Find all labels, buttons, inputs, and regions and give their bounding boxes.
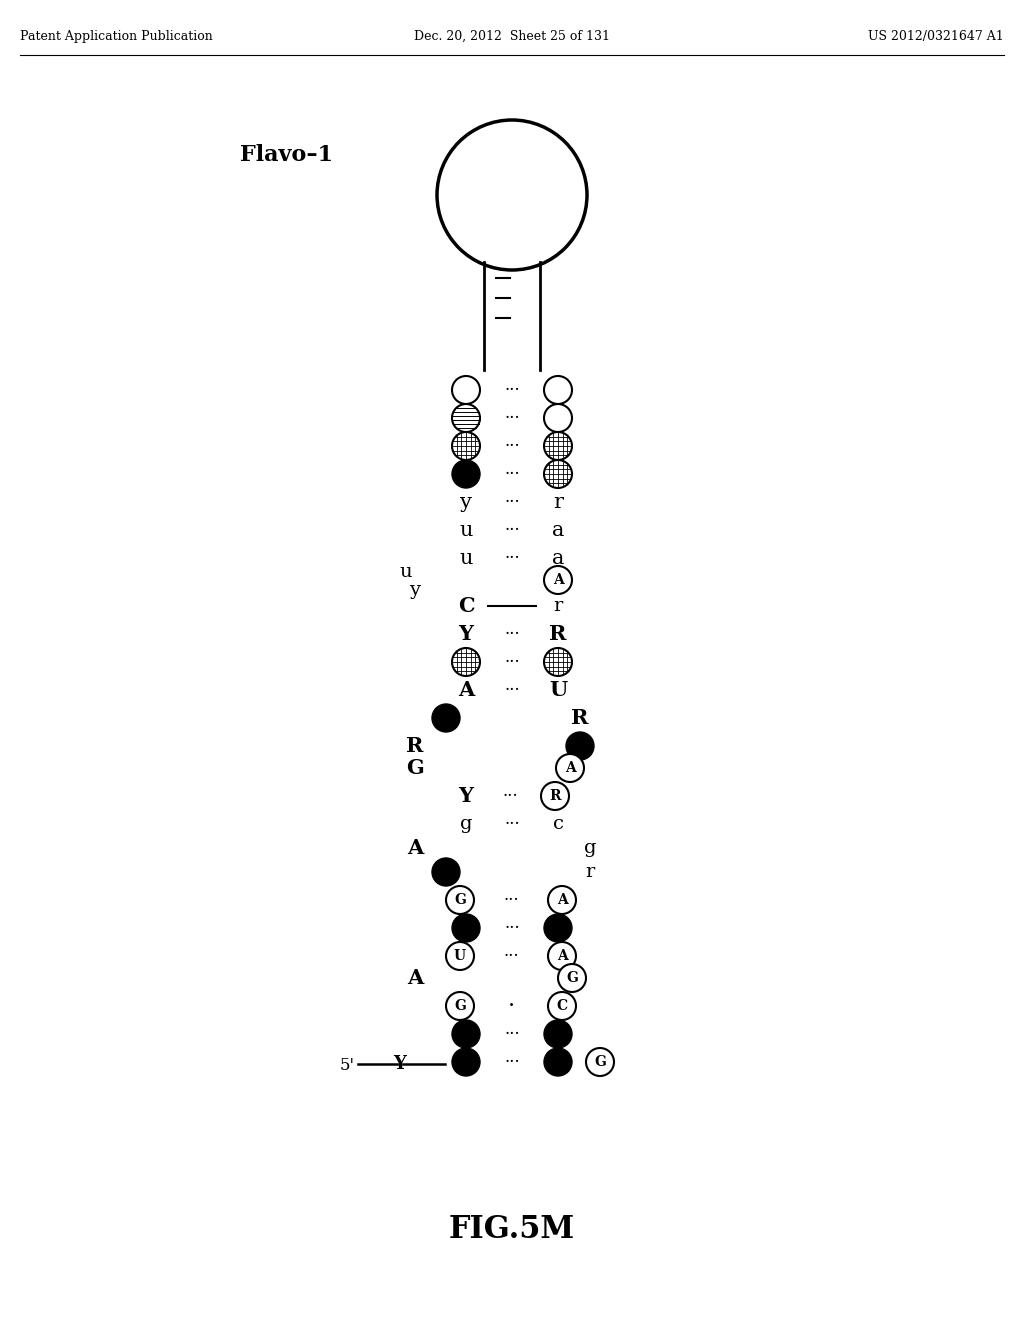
Circle shape <box>544 566 572 594</box>
Text: A: A <box>564 762 575 775</box>
Text: Y: Y <box>393 1055 407 1073</box>
Circle shape <box>432 704 460 733</box>
Text: A: A <box>553 573 563 587</box>
Text: u: u <box>460 520 473 540</box>
Text: g: g <box>584 840 596 857</box>
Text: A: A <box>557 949 567 964</box>
Text: y: y <box>460 492 472 511</box>
Text: R: R <box>571 708 589 729</box>
Text: Dec. 20, 2012  Sheet 25 of 131: Dec. 20, 2012 Sheet 25 of 131 <box>414 30 610 44</box>
Circle shape <box>548 993 575 1020</box>
Text: ···: ··· <box>504 1053 520 1071</box>
Text: ···: ··· <box>503 788 518 804</box>
Text: u: u <box>460 549 473 568</box>
Text: ·: · <box>508 995 515 1016</box>
Text: a: a <box>552 549 564 568</box>
Text: FIG.5M: FIG.5M <box>449 1214 575 1246</box>
Text: G: G <box>454 999 466 1012</box>
Circle shape <box>432 858 460 886</box>
Text: G: G <box>407 758 424 777</box>
Circle shape <box>544 459 572 488</box>
Text: ···: ··· <box>504 681 520 698</box>
Circle shape <box>566 733 594 760</box>
Text: a: a <box>552 520 564 540</box>
Text: R: R <box>549 789 561 803</box>
Text: ···: ··· <box>503 948 519 965</box>
Circle shape <box>586 1048 614 1076</box>
Text: ···: ··· <box>504 409 520 426</box>
Text: ···: ··· <box>504 549 520 566</box>
Circle shape <box>452 459 480 488</box>
Text: ···: ··· <box>504 466 520 483</box>
Circle shape <box>548 886 575 913</box>
Circle shape <box>446 942 474 970</box>
Text: ···: ··· <box>504 653 520 671</box>
Circle shape <box>446 886 474 913</box>
Text: ···: ··· <box>504 816 520 833</box>
Text: A: A <box>458 680 474 700</box>
Text: 5': 5' <box>340 1057 355 1074</box>
Text: R: R <box>407 737 424 756</box>
Circle shape <box>544 1020 572 1048</box>
Text: US 2012/0321647 A1: US 2012/0321647 A1 <box>868 30 1004 44</box>
Circle shape <box>452 376 480 404</box>
Circle shape <box>556 754 584 781</box>
Text: ···: ··· <box>504 521 520 539</box>
Text: A: A <box>557 894 567 907</box>
Circle shape <box>452 404 480 432</box>
Text: ···: ··· <box>504 494 520 511</box>
Text: Y: Y <box>459 624 473 644</box>
Text: ···: ··· <box>504 437 520 454</box>
Text: r: r <box>553 597 562 615</box>
Text: y: y <box>410 581 421 599</box>
Text: C: C <box>458 597 474 616</box>
Text: G: G <box>454 894 466 907</box>
Text: G: G <box>594 1055 606 1069</box>
Circle shape <box>452 913 480 942</box>
Circle shape <box>544 648 572 676</box>
Circle shape <box>452 1048 480 1076</box>
Text: g: g <box>460 814 472 833</box>
Circle shape <box>541 781 569 810</box>
Text: ···: ··· <box>503 891 519 908</box>
Circle shape <box>544 1048 572 1076</box>
Text: R: R <box>549 624 566 644</box>
Text: ···: ··· <box>504 1026 520 1043</box>
Circle shape <box>544 404 572 432</box>
Text: c: c <box>553 814 563 833</box>
Circle shape <box>452 648 480 676</box>
Text: U: U <box>454 949 466 964</box>
Circle shape <box>548 942 575 970</box>
Circle shape <box>452 432 480 459</box>
Text: A: A <box>407 968 423 987</box>
Text: u: u <box>399 564 413 581</box>
Text: A: A <box>407 838 423 858</box>
Text: Y: Y <box>459 785 473 807</box>
Text: ···: ··· <box>504 381 520 399</box>
Text: r: r <box>586 863 595 880</box>
Text: r: r <box>553 492 563 511</box>
Text: Flavo–1: Flavo–1 <box>240 144 333 166</box>
Text: Y: Y <box>393 1055 407 1073</box>
Circle shape <box>544 432 572 459</box>
Text: Patent Application Publication: Patent Application Publication <box>20 30 213 44</box>
Circle shape <box>544 376 572 404</box>
Text: C: C <box>556 999 567 1012</box>
Circle shape <box>558 964 586 993</box>
Text: U: U <box>549 680 567 700</box>
Circle shape <box>446 993 474 1020</box>
Text: ···: ··· <box>504 920 520 936</box>
Circle shape <box>452 1020 480 1048</box>
Text: G: G <box>566 972 578 985</box>
Text: ···: ··· <box>504 626 520 643</box>
Circle shape <box>544 913 572 942</box>
